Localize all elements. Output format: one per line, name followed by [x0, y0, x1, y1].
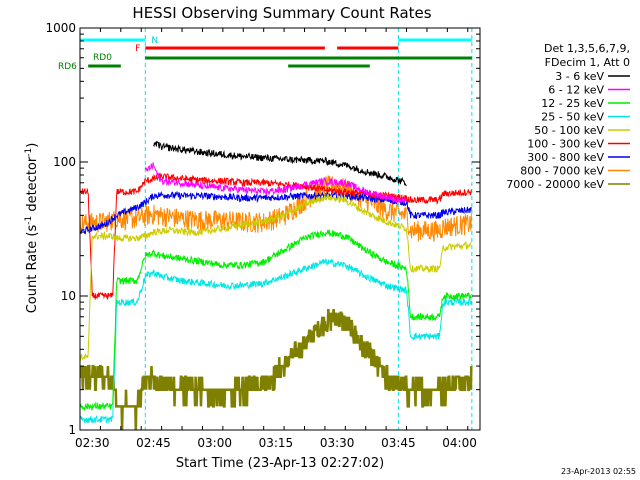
- status-label-3: RD6: [58, 62, 77, 72]
- legend-label-6: 300 - 800 keV: [527, 151, 604, 164]
- series-line-0: [153, 140, 407, 187]
- series-line-3: [80, 258, 472, 424]
- y-axis-label-main: Count Rate (s: [25, 225, 40, 314]
- y-axis-label: Count Rate (s-1 detector-1): [24, 143, 40, 314]
- status-label-0: N: [151, 36, 158, 46]
- legend-label-3: 25 - 50 keV: [541, 111, 604, 124]
- axes: 1 10 100 1000 02:30 02:45 03:00 03:15 03:30 03:45…: [45, 21, 480, 450]
- legend-label-1: 6 - 12 keV: [548, 84, 604, 97]
- legend-header-1: FDecim 1, Att 0: [545, 56, 630, 69]
- series-line-2: [80, 229, 472, 412]
- y-tick-label-2: 100: [53, 155, 76, 169]
- x-tick-label-3: 03:15: [259, 436, 294, 450]
- legend-label-8: 7000 - 20000 keV: [506, 178, 604, 191]
- series-line-6: [80, 190, 472, 235]
- y-axis-label-mid: detector: [25, 156, 40, 216]
- chart-title: HESSI Observing Summary Count Rates: [132, 4, 431, 22]
- y-tick-label-0: 1: [68, 423, 76, 437]
- legend-label-2: 12 - 25 keV: [541, 97, 604, 110]
- series-line-4: [80, 193, 472, 361]
- series-line-1: [144, 162, 407, 204]
- legend-label-4: 50 - 100 keV: [534, 124, 604, 137]
- status-label-1: F: [135, 44, 140, 54]
- y-tick-label-3: 1000: [45, 21, 76, 35]
- x-tick-label-6: 04:00: [442, 436, 477, 450]
- y-axis-label-sup2: -1: [24, 148, 34, 157]
- y-tick-label-1: 10: [61, 289, 76, 303]
- legend-label-7: 800 - 7000 keV: [520, 165, 604, 178]
- x-tick-label-4: 03:30: [320, 436, 355, 450]
- timestamp: 23-Apr-2013 02:55: [561, 467, 636, 476]
- legend-label-5: 100 - 300 keV: [527, 138, 604, 151]
- legend: Det 1,3,5,6,7,9,FDecim 1, Att 03 - 6 keV…: [506, 42, 630, 191]
- y-axis-label-sup1: -1: [24, 216, 34, 225]
- status-label-2: RD0: [93, 53, 112, 63]
- legend-header-0: Det 1,3,5,6,7,9,: [544, 42, 630, 55]
- series-line-5: [80, 172, 472, 300]
- plot-frame: [79, 27, 481, 431]
- y-axis-label-end: ): [25, 143, 40, 148]
- x-axis-label: Start Time (23-Apr-13 02:27:02): [176, 456, 384, 471]
- x-tick-label-2: 03:00: [197, 436, 232, 450]
- x-tick-label-1: 02:45: [136, 436, 171, 450]
- legend-label-0: 3 - 6 keV: [555, 70, 604, 83]
- series-line-8: [80, 308, 473, 430]
- x-tick-label-0: 02:30: [75, 436, 110, 450]
- x-tick-label-5: 03:45: [381, 436, 416, 450]
